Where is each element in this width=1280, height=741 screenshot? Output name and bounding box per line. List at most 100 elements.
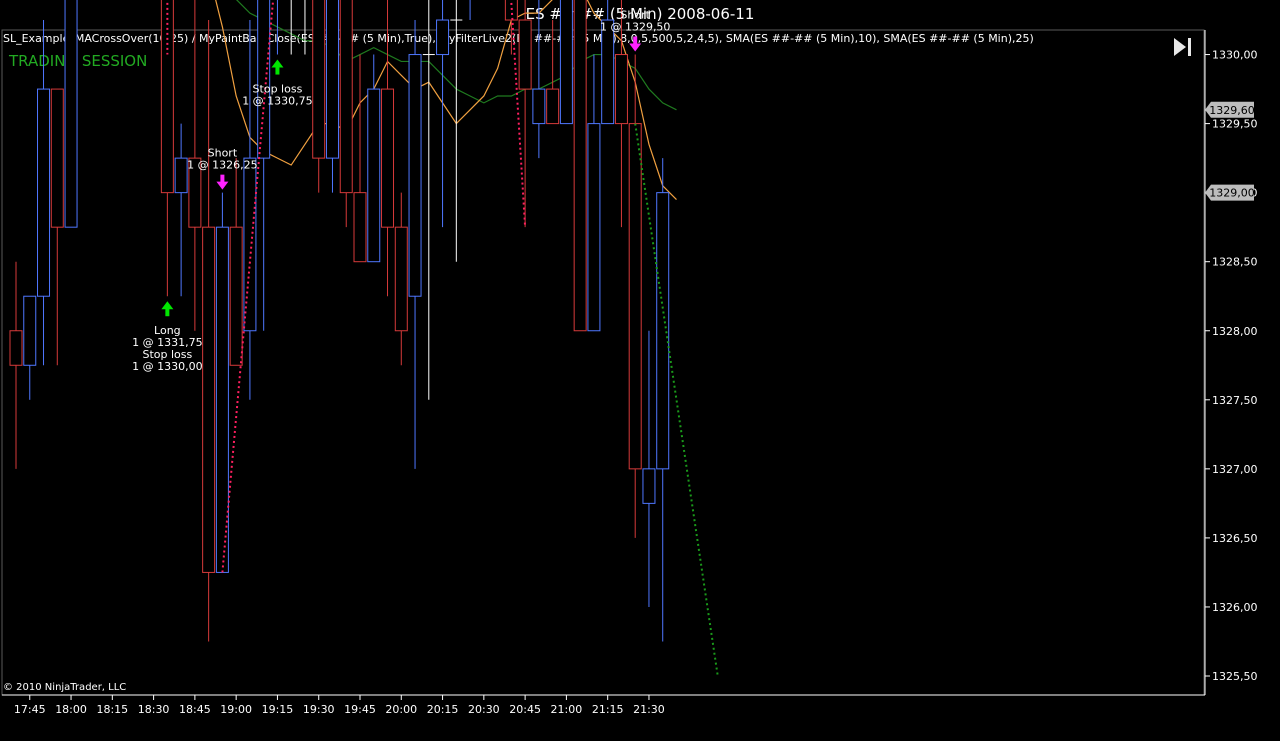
candle-body	[23, 295, 37, 366]
candle[interactable]	[518, 0, 532, 228]
arrow-shaft	[633, 36, 638, 45]
candle[interactable]	[174, 123, 188, 297]
signal-label: 1 @ 1326,25	[187, 159, 257, 172]
y-tick-label: 1325,50	[1212, 670, 1258, 683]
price-marker-label: 1329,00	[1209, 187, 1255, 200]
candle-body	[50, 88, 64, 228]
x-axis: 17:45 18:00 18:15 18:30 18:45 19:00 19:15 19:30…	[2, 694, 1205, 716]
signal-label: 1 @ 1329,50	[600, 21, 670, 34]
copyright-text: © 2010 NinjaTrader, LLC	[3, 682, 127, 693]
signal-label: Stop loss	[253, 83, 303, 96]
candle-body	[394, 226, 408, 332]
candle[interactable]	[559, 0, 573, 125]
candle-body	[381, 88, 395, 228]
x-tick-label: 19:00	[220, 703, 252, 716]
candle[interactable]	[339, 0, 353, 228]
candle[interactable]	[436, 0, 450, 228]
y-tick-label: 1327,00	[1212, 463, 1258, 476]
candle-body	[174, 157, 188, 194]
x-tick-label: 18:45	[179, 703, 211, 716]
candle-body	[229, 226, 243, 366]
candle-body	[367, 88, 381, 263]
candle[interactable]	[353, 54, 367, 263]
candle[interactable]	[422, 0, 435, 400]
candle[interactable]	[243, 20, 257, 400]
y-tick-label: 1329,50	[1212, 118, 1258, 131]
candle-body	[37, 88, 51, 297]
candle-body	[353, 192, 367, 263]
candle-body	[339, 0, 353, 194]
arrow-shaft	[220, 174, 225, 183]
candle[interactable]	[504, 0, 518, 55]
candle[interactable]	[257, 0, 271, 331]
candle[interactable]	[202, 20, 216, 642]
candle[interactable]	[394, 192, 408, 366]
candle[interactable]	[367, 54, 381, 263]
short-entry-arrow-icon	[629, 36, 642, 52]
y-tick-label: 1330,00	[1212, 49, 1258, 62]
candle-body	[9, 330, 23, 366]
candle[interactable]	[229, 158, 243, 366]
candle-body	[64, 0, 78, 228]
candle[interactable]	[450, 0, 463, 262]
candle[interactable]	[312, 0, 326, 193]
candle[interactable]	[601, 0, 615, 125]
x-tick-label: 20:45	[509, 703, 541, 716]
candle-body	[243, 157, 257, 332]
x-tick-label: 20:00	[385, 703, 417, 716]
candle[interactable]	[325, 0, 339, 193]
candle[interactable]	[215, 192, 229, 573]
candle[interactable]	[587, 54, 601, 332]
candle[interactable]	[9, 261, 23, 469]
x-tick-label: 20:15	[427, 703, 459, 716]
candle[interactable]	[64, 0, 78, 228]
signal-label: Short	[208, 147, 238, 160]
candle-body	[408, 54, 422, 297]
candle[interactable]	[285, 0, 297, 55]
candle[interactable]	[546, 20, 560, 125]
candle[interactable]	[614, 0, 628, 228]
long-entry-arrow-icon	[161, 301, 174, 317]
candle[interactable]	[656, 158, 670, 642]
candle[interactable]	[642, 330, 656, 607]
candle-body	[325, 0, 339, 159]
candle[interactable]	[271, 0, 283, 55]
price-marker-tag	[1205, 184, 1254, 201]
x-tick-label: 19:30	[303, 703, 335, 716]
x-tick-label: 18:00	[55, 703, 87, 716]
candle[interactable]	[188, 0, 202, 331]
x-tick-label: 19:15	[262, 703, 294, 716]
candle[interactable]	[50, 88, 64, 366]
arrow-shaft	[275, 66, 280, 75]
candle-body	[573, 0, 587, 332]
candle-body	[436, 19, 450, 56]
x-tick-label: 18:30	[138, 703, 170, 716]
candle-body	[546, 88, 560, 125]
trade-lines	[166, 0, 719, 677]
x-tick-label: 18:15	[96, 703, 128, 716]
candle[interactable]	[381, 0, 395, 297]
candle-body	[202, 226, 216, 573]
candle[interactable]	[532, 0, 546, 159]
candle[interactable]	[299, 0, 311, 55]
y-tick-label: 1326,50	[1212, 532, 1258, 545]
skip-to-end-icon[interactable]	[1170, 35, 1198, 59]
candle[interactable]	[573, 0, 587, 332]
trade-line	[221, 0, 275, 573]
candle[interactable]	[37, 20, 51, 366]
candle-body	[532, 88, 546, 125]
price-marker-tag	[1205, 101, 1254, 118]
candle[interactable]	[23, 295, 37, 400]
candle[interactable]	[464, 0, 476, 21]
candle-body	[518, 19, 532, 90]
arrow-head	[271, 59, 284, 68]
candle[interactable]	[628, 54, 642, 538]
candle[interactable]	[408, 20, 422, 469]
candle-body	[587, 123, 601, 332]
x-tick-label: 21:30	[633, 703, 665, 716]
arrow-head	[216, 181, 229, 190]
signal-label: 1 @ 1330,00	[132, 360, 202, 373]
signal-label: 1 @ 1331,75	[132, 336, 202, 349]
candle-body	[504, 0, 518, 21]
